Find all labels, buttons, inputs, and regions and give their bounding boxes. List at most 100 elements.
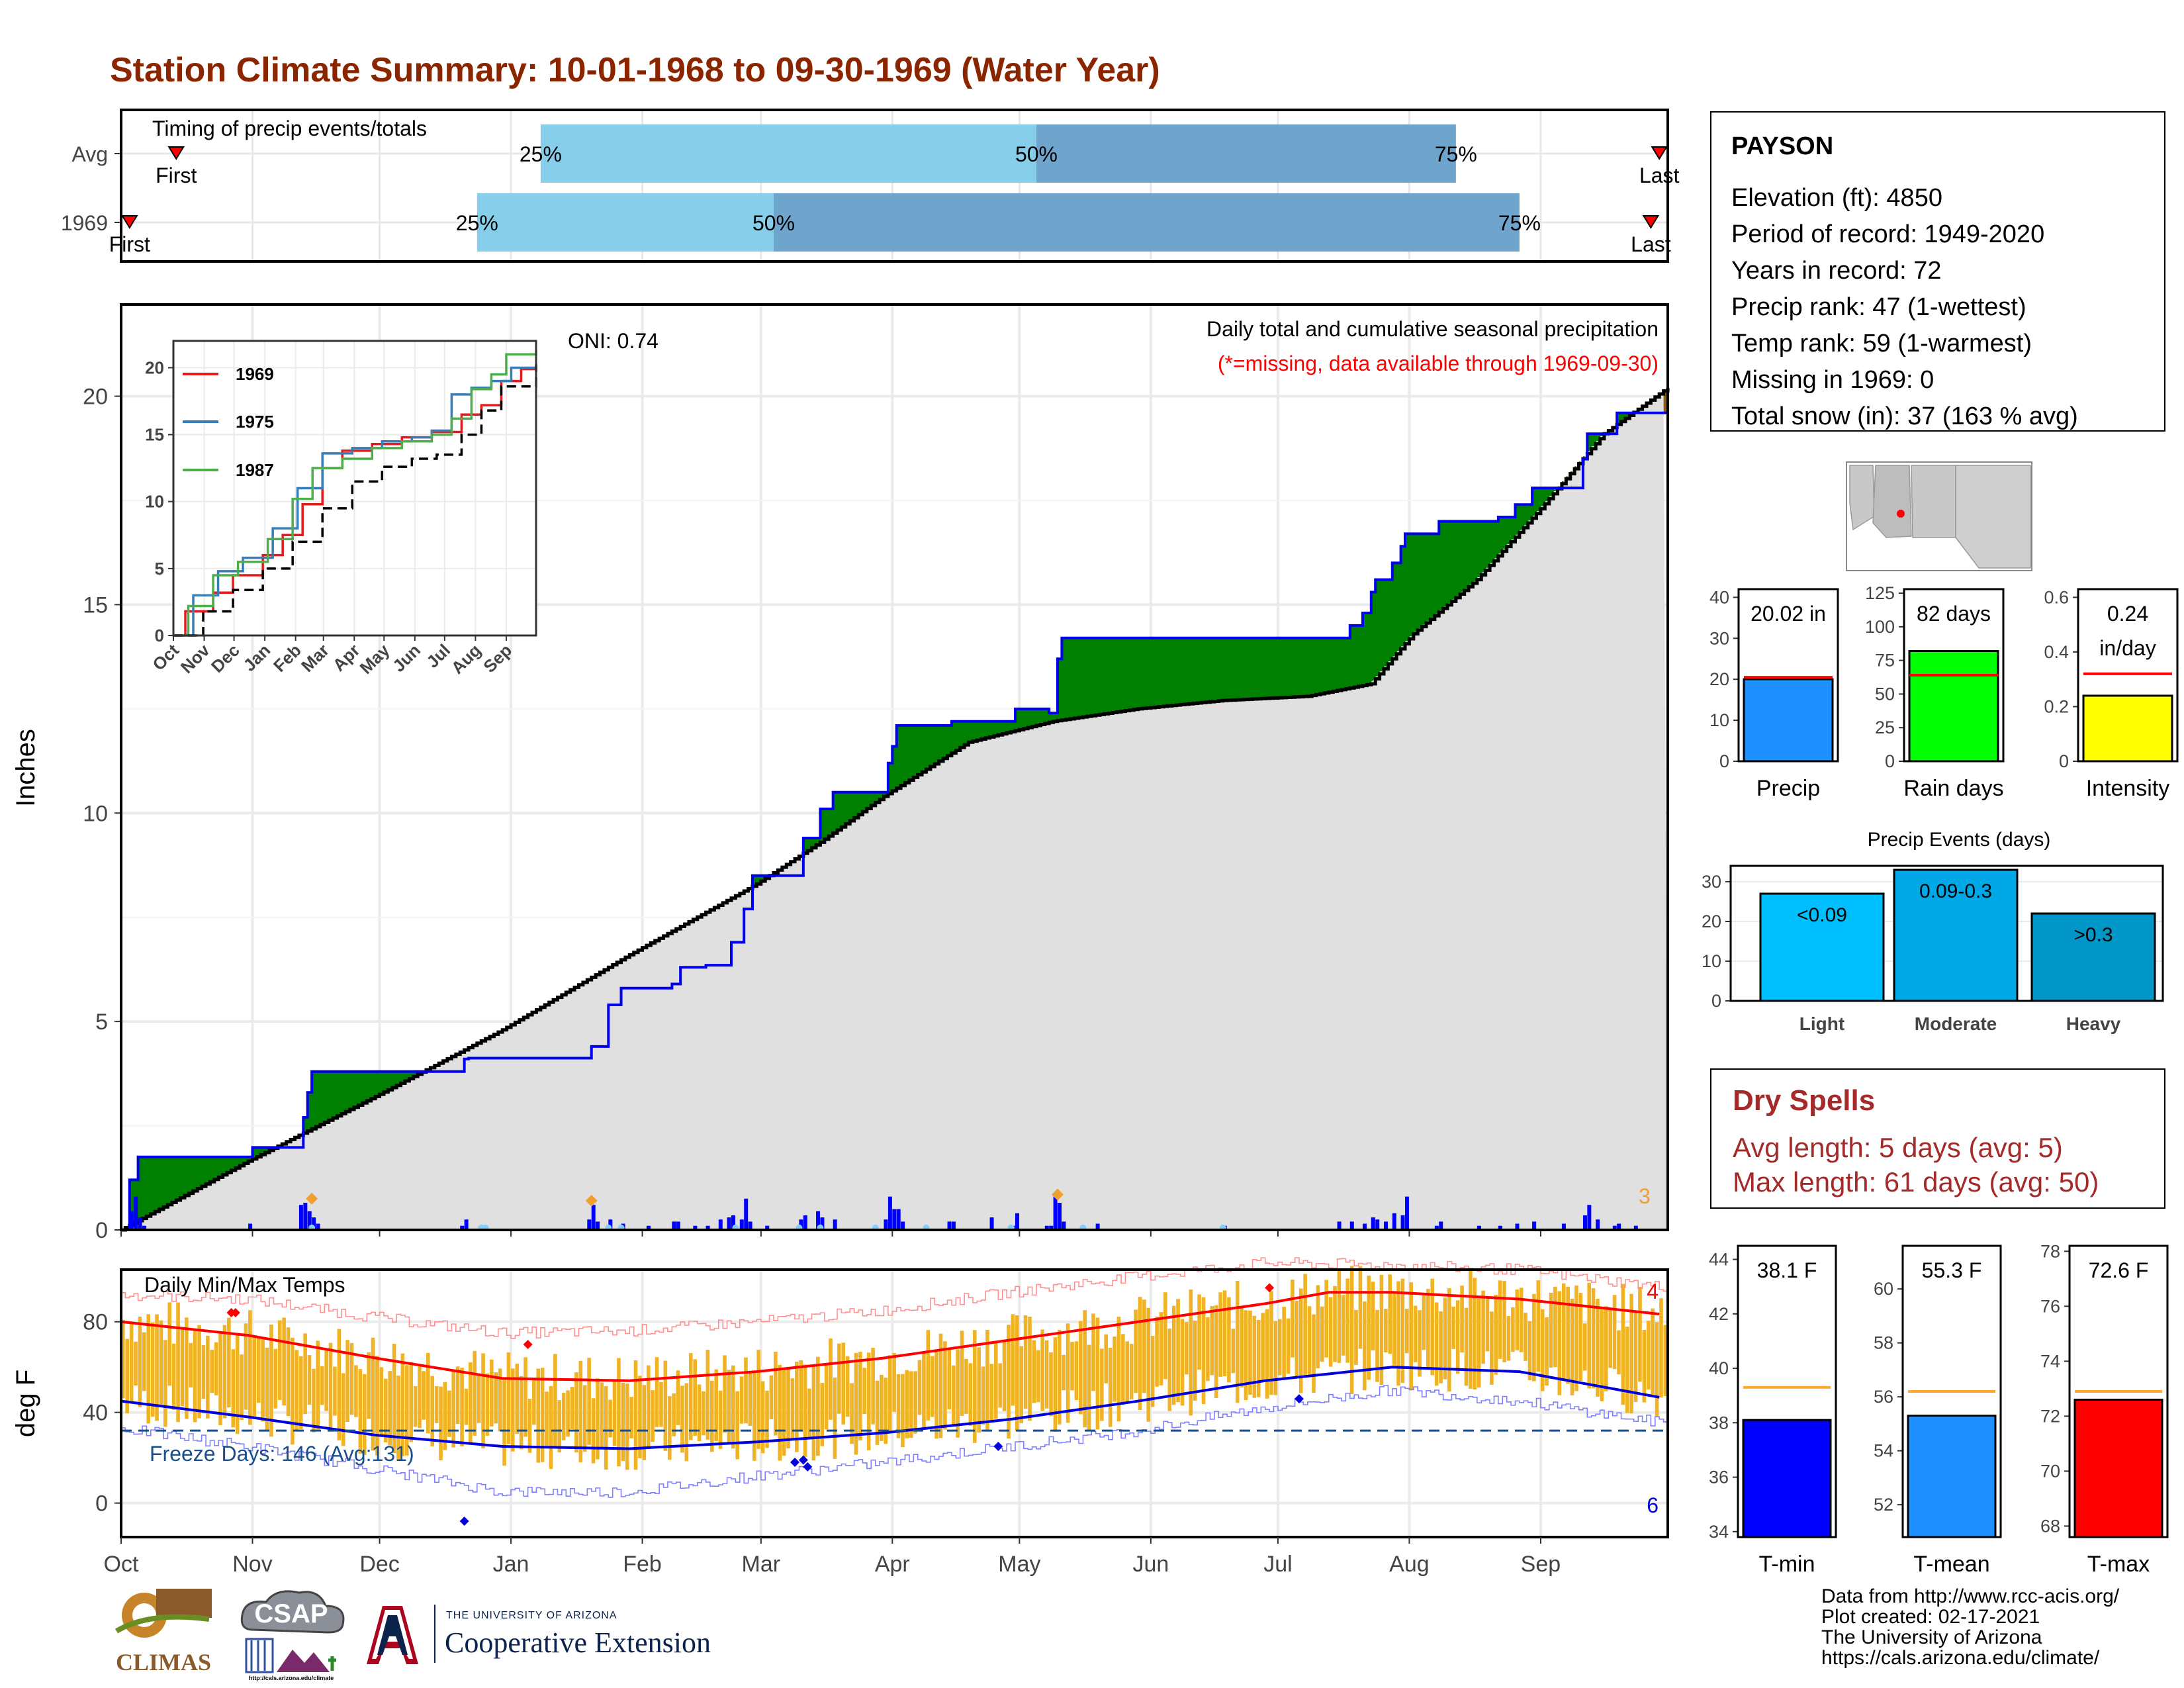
daily-temp-range-bar [1642, 1330, 1647, 1403]
daily-temp-range-bar [1418, 1310, 1422, 1377]
daily-temp-range-bar [354, 1365, 358, 1417]
daily-temp-range-bar [1218, 1292, 1222, 1377]
precip-surplus-fill [316, 1071, 321, 1126]
temp-max-y-tick-label: 68 [2040, 1516, 2060, 1536]
precip-surplus-fill [388, 1071, 393, 1089]
month-x-tick-label: Dec [359, 1552, 399, 1577]
precip-surplus-fill [1392, 563, 1397, 657]
inset-y-tick-label: 0 [155, 626, 164, 645]
daily-temp-range-bar [1587, 1282, 1591, 1389]
daily-temp-range-bar [1291, 1280, 1295, 1358]
daily-temp-range-bar [1384, 1309, 1388, 1352]
precip-surplus-fill [1193, 637, 1198, 704]
daily-temp-range-bar [490, 1359, 494, 1427]
precip-surplus-fill [1286, 637, 1291, 698]
precip-surplus-fill [756, 875, 762, 883]
precip-y-tick-label: 10 [83, 801, 108, 826]
temp-min-y-tick-label: 36 [1709, 1468, 1729, 1487]
precip-surplus-fill [841, 792, 846, 825]
daily-temp-range-bar [744, 1357, 748, 1424]
precip-events-category: Moderate [1915, 1013, 1997, 1034]
daily-precip-bar [134, 1196, 138, 1230]
daily-temp-range-bar [1582, 1323, 1587, 1371]
daily-temp-range-bar [494, 1372, 498, 1424]
precip-surplus-fill [256, 1147, 261, 1156]
timing-bar-25-50 [477, 193, 774, 252]
daily-temp-range-bar [1527, 1321, 1532, 1381]
temp-max-y-tick-label: 78 [2040, 1241, 2060, 1261]
daily-temp-range-bar [316, 1340, 320, 1430]
precip-surplus-fill [1460, 521, 1465, 592]
avg-max-temp-line [120, 1291, 1660, 1382]
month-x-tick-label: Apr [875, 1552, 910, 1577]
daily-temp-range-bar [367, 1352, 371, 1419]
daily-temp-range-bar [371, 1337, 375, 1451]
precip-surplus-fill [884, 792, 889, 796]
precip-surplus-fill [887, 763, 893, 792]
daily-precip-bar [1095, 1223, 1100, 1230]
daily-temp-range-bar [1612, 1295, 1617, 1370]
precip-surplus-fill [1007, 721, 1012, 733]
daily-precip-bar [1058, 1203, 1062, 1230]
precip-surplus-fill [1396, 563, 1402, 651]
daily-temp-range-bar [1129, 1344, 1134, 1400]
daily-temp-range-bar [680, 1385, 684, 1453]
footer-url: https://cals.arizona.edu/climate/ [1821, 1647, 2100, 1669]
precip-surplus-fill [1252, 637, 1257, 699]
daily-temp-range-bar [1659, 1298, 1663, 1398]
daily-temp-range-bar [727, 1370, 731, 1442]
rain-days-category-label: Rain days [1903, 776, 2003, 801]
daily-precip-bar [460, 1225, 465, 1230]
precip-surplus-fill [1019, 708, 1024, 729]
daily-temp-range-bar [1600, 1307, 1604, 1401]
precip-surplus-fill [760, 875, 766, 880]
precip-surplus-fill [1388, 579, 1393, 662]
daily-precip-bar [820, 1217, 825, 1230]
daily-temp-range-bar [1553, 1286, 1557, 1368]
daily-temp-range-bar [1515, 1289, 1520, 1350]
daily-temp-range-bar [1023, 1315, 1028, 1409]
daily-temp-range-bar [473, 1350, 477, 1436]
precip-surplus-fill [1549, 488, 1554, 496]
daily-temp-range-bar [222, 1325, 227, 1419]
precip-1969-line [121, 395, 1669, 1231]
daily-temp-range-bar [451, 1370, 456, 1448]
daily-temp-range-bar [1150, 1336, 1155, 1407]
daily-temp-range-bar [1341, 1295, 1345, 1356]
daily-temp-range-bar [498, 1368, 502, 1431]
precip-surplus-fill [880, 792, 885, 798]
daily-temp-range-bar [1426, 1289, 1430, 1368]
daily-temp-range-bar [519, 1376, 523, 1450]
daily-temp-range-bar [1434, 1302, 1439, 1386]
daily-temp-range-bar [917, 1360, 922, 1415]
precip-surplus-fill [176, 1156, 181, 1199]
timing-row-label: 1969 [61, 211, 108, 235]
daily-temp-range-bar [1405, 1309, 1409, 1354]
precip-surplus-fill [362, 1071, 367, 1102]
precip-surplus-fill [167, 1156, 173, 1204]
daily-temp-range-bar [633, 1360, 638, 1470]
precip-surplus-fill [129, 1180, 134, 1225]
daily-temp-range-bar [778, 1364, 782, 1461]
temp-mean-category-label: T-mean [1913, 1552, 1989, 1577]
daily-temp-range-bar [286, 1327, 291, 1417]
precip-surplus-fill [1201, 637, 1206, 703]
map-state-tx [1955, 465, 2031, 569]
station-missing: Missing in 1969: 0 [1731, 366, 1934, 394]
daily-temp-range-bar [464, 1388, 469, 1425]
daily-temp-range-bar [248, 1310, 252, 1425]
daily-temp-range-bar [1298, 1288, 1303, 1393]
daily-temp-range-bar [1176, 1299, 1180, 1403]
daily-temp-range-bar [570, 1387, 574, 1429]
daily-precip-bar [303, 1203, 308, 1230]
daily-temp-range-bar [167, 1302, 172, 1386]
inset-y-tick-label: 5 [155, 559, 164, 579]
daily-temp-range-bar [277, 1320, 282, 1400]
daily-temp-range-bar [756, 1350, 761, 1449]
precip-surplus-fill [752, 875, 758, 886]
map-state-nm [1911, 465, 1956, 538]
precip-surplus-fill [1617, 412, 1622, 424]
daily-precip-bar [1375, 1219, 1380, 1230]
precip-surplus-fill [1591, 434, 1596, 447]
daily-temp-range-bar [612, 1380, 617, 1446]
